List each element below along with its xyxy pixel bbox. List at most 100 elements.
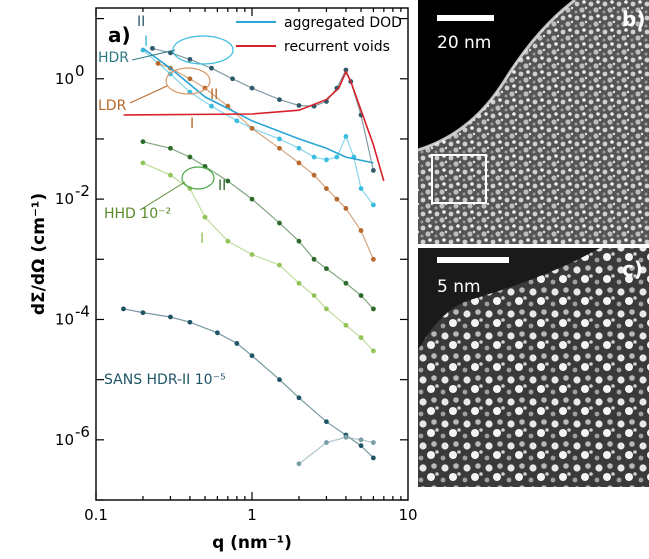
data-point [277, 97, 282, 103]
data-point [168, 314, 173, 320]
data-point [150, 45, 155, 51]
series-line [123, 70, 385, 182]
data-point [187, 154, 193, 160]
series-line [142, 47, 374, 164]
data-point [324, 157, 329, 163]
x-tick-label: 0.1 [84, 506, 108, 524]
data-point [187, 319, 193, 325]
data-point [324, 266, 329, 272]
data-point [358, 228, 364, 233]
y-tick-label: 10 [55, 190, 74, 208]
legend-label: recurrent voids [284, 39, 390, 55]
data-point [358, 186, 364, 191]
data-point [311, 256, 317, 262]
data-point [277, 136, 282, 142]
micrograph-b-label: b) [622, 7, 645, 31]
data-point [140, 139, 146, 145]
data-point [249, 125, 255, 131]
x-tick-label: 1 [247, 506, 257, 524]
scale-bar-c-text: 5 nm [437, 277, 481, 297]
pointer-hdr [131, 49, 176, 61]
data-point [324, 306, 329, 312]
annotation-label: II [137, 14, 145, 30]
data-point [311, 172, 317, 178]
data-point [343, 206, 349, 211]
scale-bar-c [437, 257, 509, 263]
data-point [358, 437, 364, 443]
data-point [155, 61, 161, 66]
data-point [296, 160, 302, 166]
series-trend [142, 162, 374, 352]
data-point [140, 160, 146, 166]
data-point [296, 461, 302, 467]
data-point [249, 252, 255, 257]
data-point [296, 395, 302, 401]
y-tick-label: 10 [55, 431, 74, 449]
data-point [343, 322, 349, 328]
series-trend [152, 47, 374, 171]
data-point [230, 76, 235, 82]
data-point [324, 440, 329, 445]
x-axis-label: q (nm⁻¹) [212, 533, 292, 553]
micrograph-b-particle [418, 0, 649, 244]
annotation-label: HDR [98, 50, 129, 66]
series-8 [123, 70, 385, 182]
data-point [358, 293, 364, 298]
data-point [296, 238, 302, 244]
data-point [343, 67, 349, 73]
annotation-label: HHD 10⁻² [104, 206, 171, 222]
pointer-ldr [129, 85, 168, 104]
data-point [209, 103, 214, 109]
y-tick-label: 10 [55, 310, 74, 328]
annotation-label: I [190, 116, 194, 132]
data-point [334, 196, 340, 202]
annotation-label: LDR [98, 98, 127, 114]
data-point [343, 280, 349, 286]
scale-bar-b [437, 15, 494, 21]
data-point [277, 377, 282, 383]
data-point [370, 256, 376, 262]
series-7 [142, 47, 374, 164]
data-point [343, 434, 349, 440]
data-point [168, 172, 173, 178]
y-axis-label: dΣ/dΩ (cm⁻¹) [29, 193, 49, 315]
data-point [225, 238, 231, 244]
data-point [324, 419, 329, 425]
y-tick-exponent: 0 [75, 62, 85, 80]
data-point [249, 353, 255, 359]
data-point [202, 85, 208, 91]
data-point [296, 145, 302, 151]
micrograph-b-inset-box [431, 154, 487, 204]
y-tick-exponent: -4 [75, 302, 90, 320]
ellipse-hdr [172, 35, 234, 65]
micrograph-b-edge [417, 0, 576, 152]
data-point [140, 310, 146, 316]
data-point [202, 214, 208, 220]
data-point [234, 118, 240, 124]
data-point [209, 65, 214, 71]
pointer-hhd [139, 181, 186, 211]
data-point [296, 280, 302, 286]
y-tick-label: 10 [55, 70, 74, 88]
data-point [370, 306, 376, 312]
data-point [277, 220, 282, 226]
data-point [296, 103, 302, 108]
data-point [343, 134, 349, 139]
series-trend [142, 141, 374, 310]
annotation-label: I [200, 231, 204, 247]
data-point [249, 85, 255, 91]
data-point [168, 145, 173, 151]
legend-label: aggregated DOD [284, 15, 402, 31]
data-point [370, 455, 376, 461]
data-point [358, 335, 364, 340]
data-point [311, 154, 317, 160]
data-point [311, 293, 317, 298]
annotation-label: II [218, 178, 226, 194]
series-4 [140, 160, 376, 354]
y-tick-exponent: -2 [75, 182, 90, 200]
scale-bar-b-text: 20 nm [437, 33, 491, 53]
ellipse-ldr [165, 67, 211, 95]
data-point [370, 202, 376, 208]
